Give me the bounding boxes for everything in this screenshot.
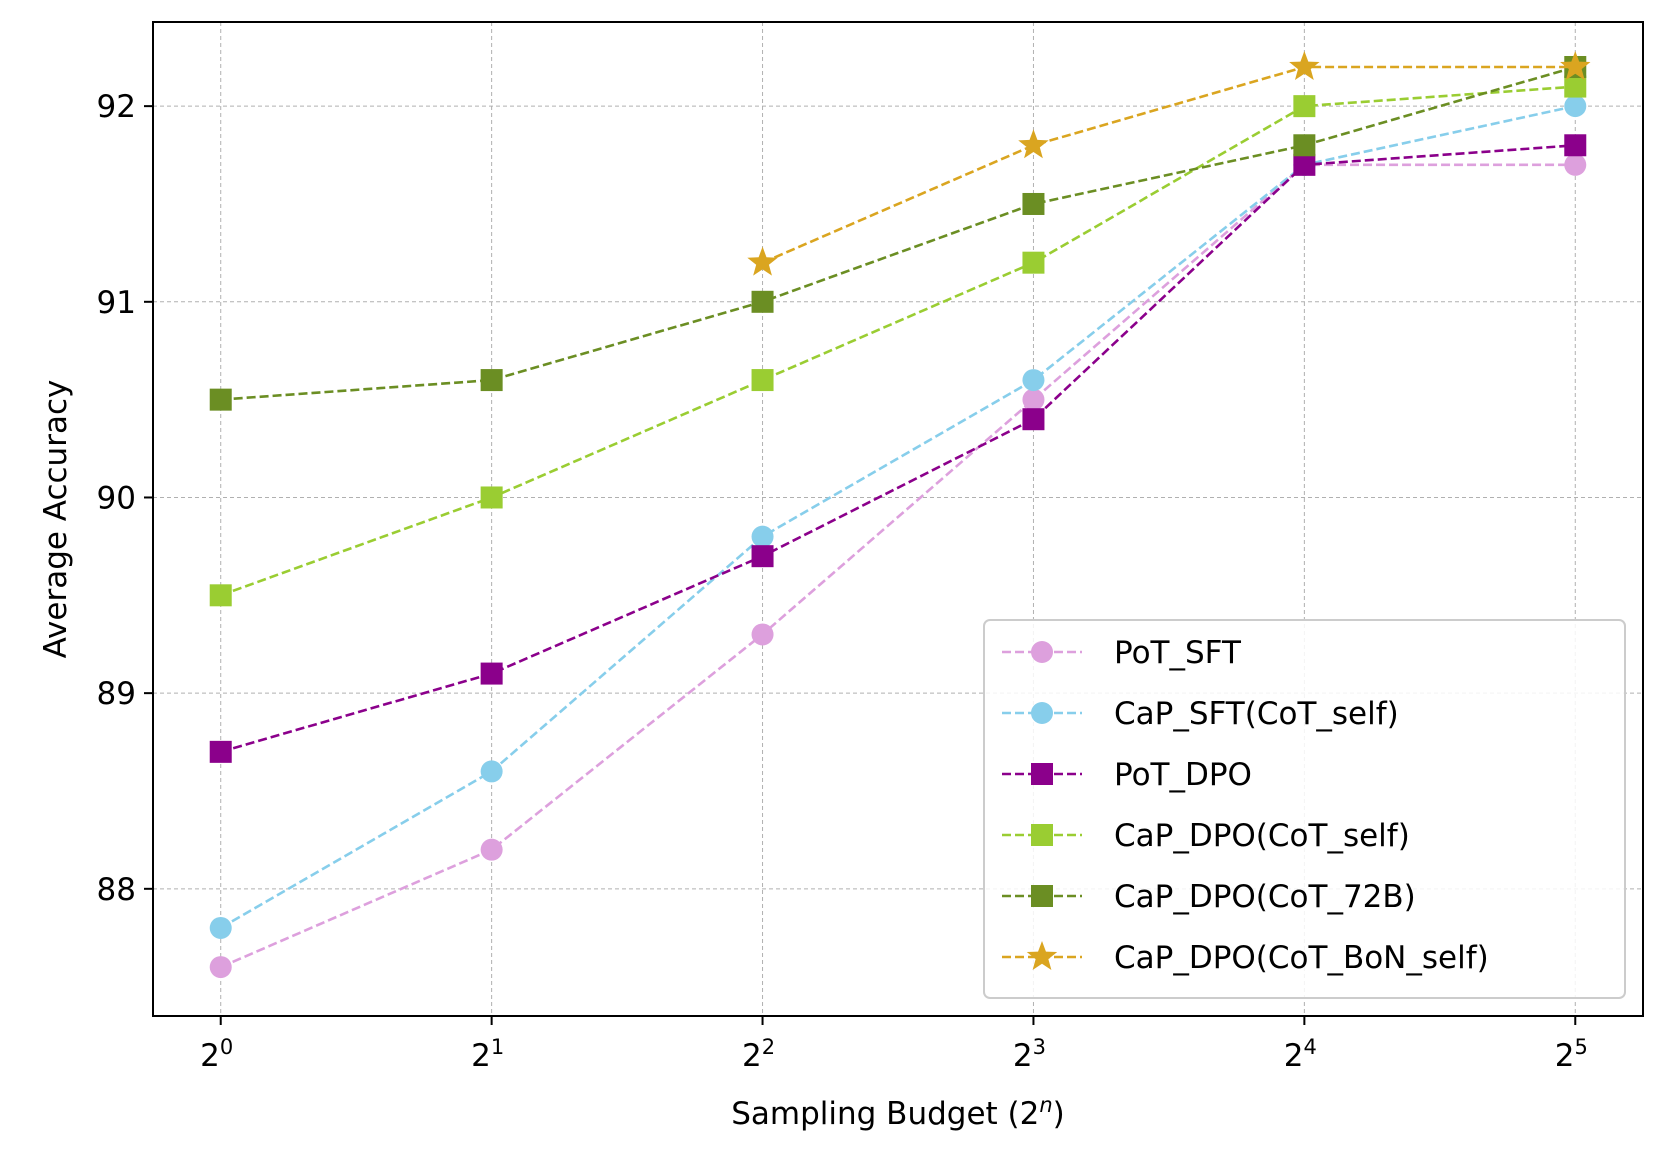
data-point xyxy=(751,369,774,392)
legend-item: PoT_DPO xyxy=(1002,757,1252,793)
x-tick-label: 23 xyxy=(1013,1035,1046,1074)
series-layer xyxy=(209,51,1591,979)
data-point xyxy=(1560,51,1591,80)
legend-item: CaP_DPO(CoT_self) xyxy=(1002,818,1410,854)
y-axis: 88 89 90 91 92 xyxy=(97,89,153,908)
x-tick-label: 20 xyxy=(200,1035,233,1074)
x-tick-label: 22 xyxy=(742,1035,775,1074)
legend-marker xyxy=(1031,702,1053,724)
data-point xyxy=(1564,75,1587,98)
legend-marker xyxy=(1031,824,1053,846)
series-line xyxy=(220,163,1576,969)
data-point xyxy=(1564,134,1587,157)
legend-label: CaP_SFT(CoT_self) xyxy=(1114,696,1399,732)
data-point xyxy=(480,369,503,392)
data-point xyxy=(1022,251,1045,274)
legend-marker xyxy=(1031,763,1053,785)
legend-label: CaP_DPO(CoT_72B) xyxy=(1114,879,1416,915)
series-line xyxy=(220,104,1576,930)
data-point xyxy=(747,246,778,276)
legend-marker xyxy=(1031,885,1053,907)
data-point xyxy=(1564,153,1587,176)
data-point xyxy=(480,760,503,783)
series-3 xyxy=(209,75,1587,607)
legend-label: CaP_DPO(CoT_self) xyxy=(1114,818,1410,854)
y-tick-label: 90 xyxy=(97,480,136,516)
legend-label: PoT_SFT xyxy=(1114,635,1242,671)
data-point xyxy=(209,956,232,979)
data-point xyxy=(1289,51,1320,80)
legend-label: CaP_DPO(CoT_BoN_self) xyxy=(1114,940,1489,976)
data-point xyxy=(751,623,774,646)
series-line xyxy=(220,144,1576,754)
series-5 xyxy=(747,51,1591,276)
x-tick-label: 25 xyxy=(1555,1035,1588,1074)
series-2 xyxy=(209,134,1587,763)
data-point xyxy=(480,838,503,861)
data-point xyxy=(1293,153,1316,176)
legend-item: PoT_SFT xyxy=(1002,635,1242,671)
data-point xyxy=(480,486,503,509)
series-line xyxy=(220,65,1576,401)
legend-item: CaP_SFT(CoT_self) xyxy=(1002,696,1399,732)
legend: PoT_SFT CaP_SFT(CoT_self) PoT_DPO CaP_DPO(C… xyxy=(983,619,1626,999)
data-point xyxy=(480,662,503,685)
data-point xyxy=(1293,134,1316,157)
data-point xyxy=(751,545,774,568)
series-line xyxy=(761,65,1576,264)
y-axis-title: Average Accuracy xyxy=(38,380,74,659)
data-point xyxy=(1022,388,1045,411)
y-tick-label: 88 xyxy=(97,872,136,908)
data-point xyxy=(209,916,232,939)
y-tick-label: 92 xyxy=(97,89,136,125)
series-0 xyxy=(209,153,1587,979)
data-point xyxy=(1293,95,1316,118)
data-point xyxy=(1022,369,1045,392)
legend-item: CaP_DPO(CoT_BoN_self) xyxy=(1002,940,1489,976)
data-point xyxy=(209,388,232,411)
data-point xyxy=(1564,95,1587,118)
data-point xyxy=(751,290,774,313)
data-point xyxy=(209,740,232,763)
plot-frame xyxy=(152,21,1644,1017)
legend-label: PoT_DPO xyxy=(1114,757,1252,793)
y-tick-label: 91 xyxy=(97,285,136,321)
x-axis: 20 21 22 23 24 25 xyxy=(200,1016,1588,1074)
series-line xyxy=(220,85,1576,597)
y-tick-label: 89 xyxy=(97,676,136,712)
legend-marker xyxy=(1031,641,1053,663)
data-point xyxy=(1022,408,1045,431)
x-tick-label: 24 xyxy=(1284,1035,1317,1074)
legend-marker xyxy=(1026,941,1058,970)
legend-box xyxy=(983,619,1626,999)
data-point xyxy=(209,584,232,607)
x-axis-title: Sampling Budget (2n) xyxy=(731,1093,1065,1132)
data-point xyxy=(1022,192,1045,215)
x-tick-label: 21 xyxy=(471,1035,504,1074)
data-point xyxy=(1018,129,1049,159)
legend-item: CaP_DPO(CoT_72B) xyxy=(1002,879,1416,915)
data-point xyxy=(751,525,774,548)
